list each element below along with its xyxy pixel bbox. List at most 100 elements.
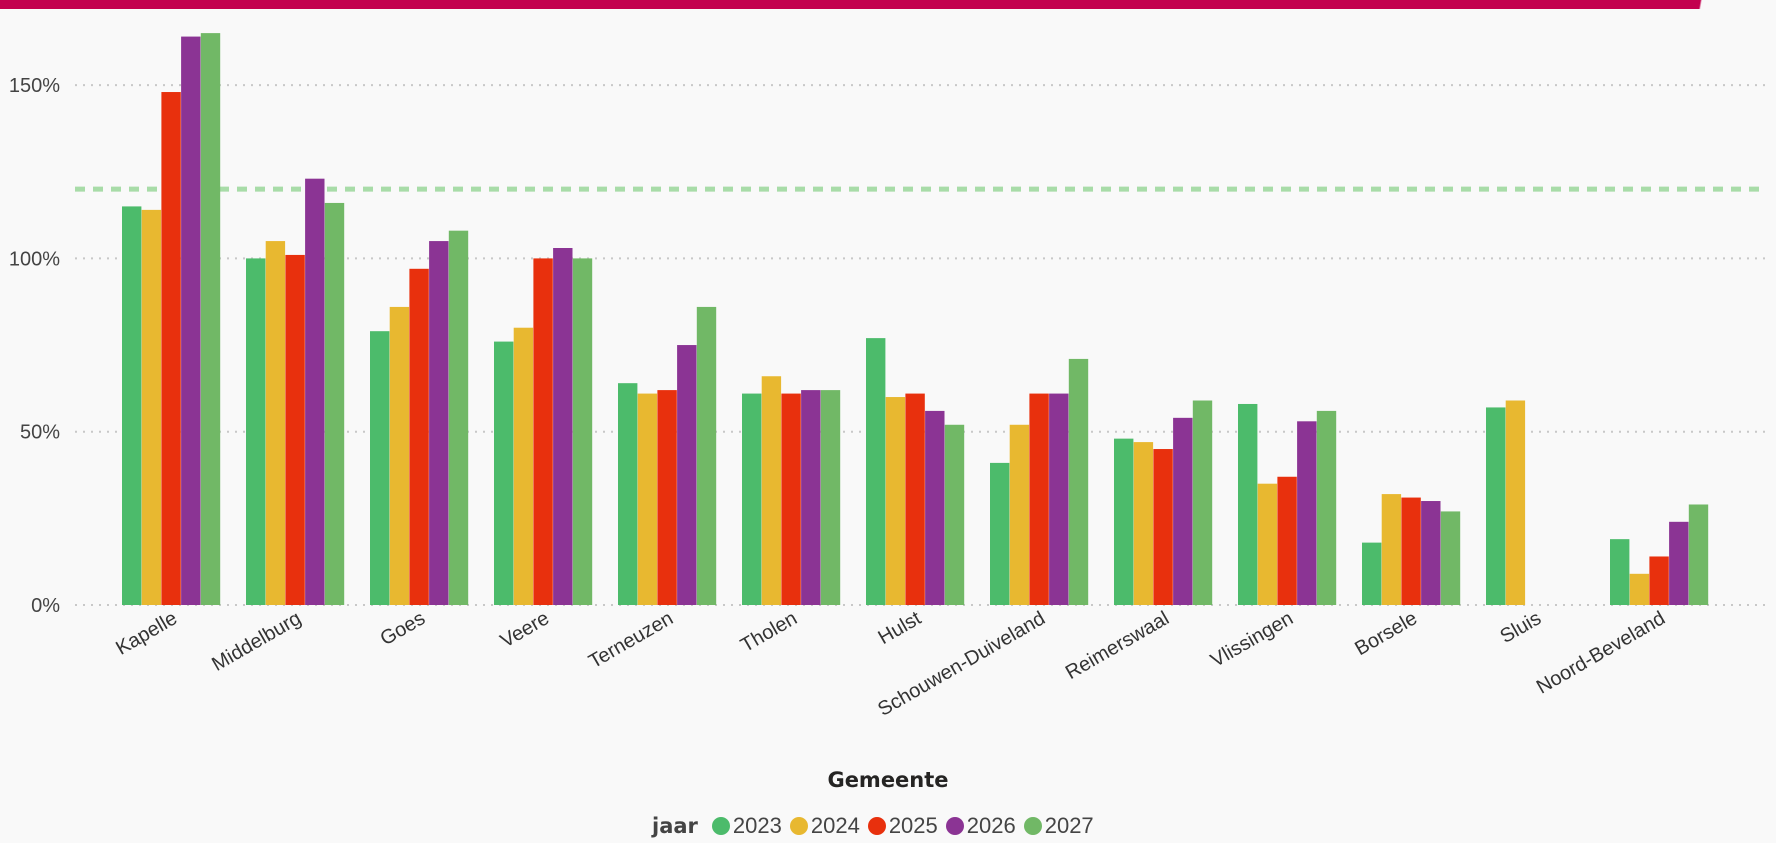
x-tick-label: Terneuzen — [585, 607, 677, 673]
bar-borsele-2026[interactable] — [1421, 501, 1441, 605]
bar-noord-beveland-2024[interactable] — [1629, 573, 1650, 605]
bar-terneuzen-2024[interactable] — [637, 393, 658, 605]
bar-tholen-2026[interactable] — [801, 390, 821, 605]
bar-reimerswaal-2025[interactable] — [1153, 449, 1173, 605]
x-tick-label: Middelburg — [208, 607, 305, 676]
x-axis-ticks: Kapelle Middelburg Goes Veere Terneuzen Thole… — [112, 607, 1669, 721]
legend-swatch — [945, 817, 964, 835]
legend-label: 2025 — [888, 813, 938, 838]
legend-label: 2027 — [1044, 813, 1094, 838]
bar-middelburg-2023[interactable] — [246, 258, 266, 605]
bar-kapelle-2024[interactable] — [141, 209, 162, 605]
bar-veere-2027[interactable] — [572, 258, 593, 605]
legend-label: 2026 — [966, 813, 1016, 838]
bar-middelburg-2027[interactable] — [324, 202, 345, 605]
legend-item-2027[interactable]: 2027 — [1023, 813, 1094, 839]
x-tick-label: Kapelle — [112, 607, 181, 659]
y-tick-label: 100% — [9, 248, 60, 270]
bars — [122, 33, 1709, 606]
bar-borsele-2024[interactable] — [1381, 494, 1402, 605]
bar-noord-beveland-2027[interactable] — [1688, 504, 1709, 605]
bar-sluis-2023[interactable] — [1486, 407, 1506, 605]
x-tick-label: Borsele — [1351, 607, 1421, 660]
bar-middelburg-2025[interactable] — [285, 254, 305, 605]
bar-borsele-2025[interactable] — [1401, 497, 1421, 605]
bar-veere-2023[interactable] — [494, 341, 514, 605]
bar-noord-beveland-2023[interactable] — [1610, 539, 1630, 605]
bar-borsele-2023[interactable] — [1362, 542, 1382, 605]
x-tick-label: Veere — [497, 607, 553, 652]
bar-vlissingen-2023[interactable] — [1238, 403, 1258, 605]
bar-goes-2025[interactable] — [409, 268, 429, 605]
bar-reimerswaal-2024[interactable] — [1133, 442, 1154, 605]
x-tick-label: Reimerswaal — [1062, 607, 1173, 684]
bar-terneuzen-2026[interactable] — [677, 345, 697, 605]
header-accent-bar — [0, 0, 1776, 9]
x-tick-label: Tholen — [737, 607, 801, 657]
bar-veere-2024[interactable] — [513, 327, 534, 605]
bar-hulst-2023[interactable] — [866, 338, 886, 605]
bar-terneuzen-2023[interactable] — [618, 383, 638, 605]
legend-item-2024[interactable]: 2024 — [789, 813, 860, 839]
gridlines — [75, 84, 1765, 606]
bar-vlissingen-2024[interactable] — [1257, 483, 1278, 605]
x-axis-title: Gemeente — [827, 768, 949, 792]
bar-schouwen-duiveland-2023[interactable] — [990, 462, 1010, 605]
legend: jaar 2023 2024 2025 2026 2027 — [652, 812, 1102, 840]
bar-goes-2023[interactable] — [370, 331, 390, 605]
bar-schouwen-duiveland-2027[interactable] — [1068, 358, 1089, 605]
bar-schouwen-duiveland-2025[interactable] — [1029, 393, 1049, 605]
legend-swatch — [867, 817, 886, 835]
bar-tholen-2024[interactable] — [761, 376, 782, 605]
bar-kapelle-2027[interactable] — [200, 33, 221, 606]
legend-label: 2024 — [810, 813, 860, 838]
bar-tholen-2027[interactable] — [820, 390, 841, 605]
legend-swatch — [711, 817, 730, 835]
x-tick-label: Goes — [377, 607, 429, 650]
x-tick-label: Noord-Beveland — [1533, 607, 1669, 698]
bar-schouwen-duiveland-2026[interactable] — [1049, 393, 1069, 605]
bar-terneuzen-2027[interactable] — [696, 306, 717, 605]
bar-noord-beveland-2025[interactable] — [1649, 556, 1669, 605]
bar-middelburg-2026[interactable] — [305, 178, 325, 605]
y-tick-label: 150% — [9, 75, 60, 97]
bar-vlissingen-2027[interactable] — [1316, 410, 1337, 605]
bar-hulst-2026[interactable] — [925, 410, 945, 605]
legend-swatch — [789, 817, 808, 835]
header-accent-cap — [1606, 0, 1776, 9]
bar-middelburg-2024[interactable] — [265, 241, 286, 605]
bar-terneuzen-2025[interactable] — [657, 390, 677, 605]
bar-sluis-2024[interactable] — [1505, 400, 1526, 605]
bar-reimerswaal-2026[interactable] — [1173, 417, 1193, 605]
bar-reimerswaal-2023[interactable] — [1114, 438, 1134, 605]
legend-item-2026[interactable]: 2026 — [945, 813, 1016, 839]
x-tick-label: Hulst — [875, 607, 926, 649]
bar-kapelle-2023[interactable] — [122, 206, 142, 605]
bar-goes-2027[interactable] — [448, 230, 469, 605]
bar-goes-2026[interactable] — [429, 241, 449, 605]
bar-reimerswaal-2027[interactable] — [1192, 400, 1213, 605]
legend-item-2023[interactable]: 2023 — [711, 813, 782, 839]
legend-title: jaar — [652, 814, 698, 838]
bar-veere-2026[interactable] — [553, 248, 573, 605]
legend-label: 2023 — [732, 813, 782, 838]
bar-schouwen-duiveland-2024[interactable] — [1009, 424, 1030, 605]
x-tick-label: Sluis — [1496, 607, 1545, 648]
bar-noord-beveland-2026[interactable] — [1669, 521, 1689, 605]
bar-tholen-2025[interactable] — [781, 393, 801, 605]
y-tick-label: 0% — [31, 595, 60, 617]
bar-goes-2024[interactable] — [389, 306, 410, 605]
y-tick-label: 50% — [20, 422, 60, 444]
bar-kapelle-2026[interactable] — [181, 36, 201, 606]
bar-hulst-2024[interactable] — [885, 397, 906, 605]
bar-hulst-2027[interactable] — [944, 424, 965, 605]
bar-borsele-2027[interactable] — [1440, 511, 1461, 605]
bar-hulst-2025[interactable] — [905, 393, 925, 605]
bar-tholen-2023[interactable] — [742, 393, 762, 605]
bar-vlissingen-2025[interactable] — [1277, 476, 1297, 605]
bar-kapelle-2025[interactable] — [161, 92, 181, 606]
bar-veere-2025[interactable] — [533, 258, 553, 605]
legend-item-2025[interactable]: 2025 — [867, 813, 938, 839]
bar-vlissingen-2026[interactable] — [1297, 421, 1317, 605]
